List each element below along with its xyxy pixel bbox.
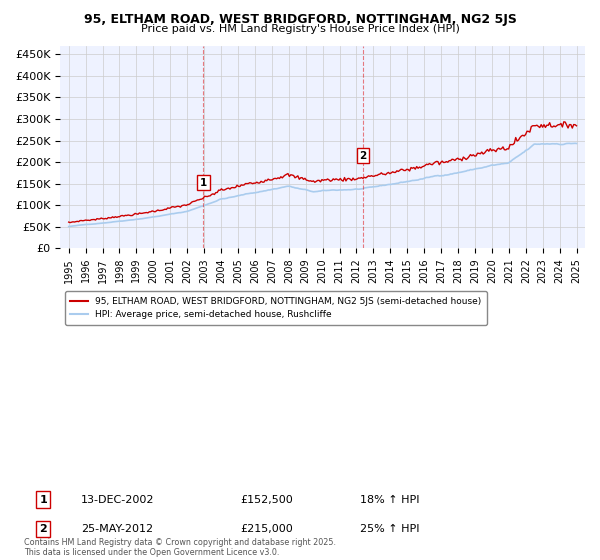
Text: 25-MAY-2012: 25-MAY-2012 <box>81 524 153 534</box>
Text: 25% ↑ HPI: 25% ↑ HPI <box>360 524 419 534</box>
Text: 95, ELTHAM ROAD, WEST BRIDGFORD, NOTTINGHAM, NG2 5JS: 95, ELTHAM ROAD, WEST BRIDGFORD, NOTTING… <box>83 13 517 26</box>
Text: 18% ↑ HPI: 18% ↑ HPI <box>360 494 419 505</box>
Text: 2: 2 <box>359 151 367 161</box>
Text: £215,000: £215,000 <box>240 524 293 534</box>
Text: 2: 2 <box>40 524 47 534</box>
Text: 13-DEC-2002: 13-DEC-2002 <box>81 494 155 505</box>
Legend: 95, ELTHAM ROAD, WEST BRIDGFORD, NOTTINGHAM, NG2 5JS (semi-detached house), HPI:: 95, ELTHAM ROAD, WEST BRIDGFORD, NOTTING… <box>65 291 487 325</box>
Text: Contains HM Land Registry data © Crown copyright and database right 2025.
This d: Contains HM Land Registry data © Crown c… <box>24 538 336 557</box>
Text: Price paid vs. HM Land Registry's House Price Index (HPI): Price paid vs. HM Land Registry's House … <box>140 24 460 34</box>
Text: 1: 1 <box>200 178 207 188</box>
Text: 1: 1 <box>40 494 47 505</box>
Text: £152,500: £152,500 <box>240 494 293 505</box>
